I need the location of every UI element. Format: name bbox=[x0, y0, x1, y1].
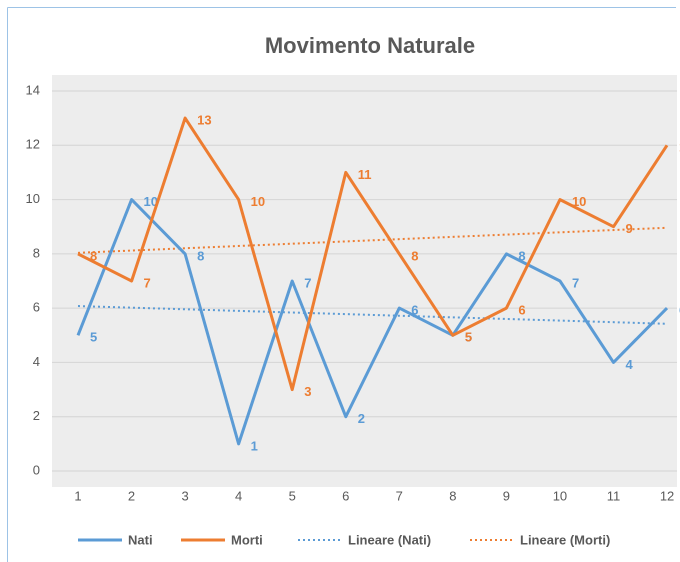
x-tick-label: 6 bbox=[342, 488, 349, 503]
y-tick-label: 12 bbox=[26, 137, 40, 152]
data-label: 7 bbox=[304, 275, 311, 290]
data-label: 1 bbox=[251, 438, 258, 453]
data-label: 8 bbox=[518, 248, 525, 263]
y-tick-label: 6 bbox=[33, 300, 40, 315]
y-tick-label: 14 bbox=[26, 82, 40, 97]
data-label: 5 bbox=[90, 330, 97, 345]
legend-label: Lineare (Morti) bbox=[520, 532, 610, 547]
data-label: 6 bbox=[411, 303, 418, 318]
data-label: 3 bbox=[304, 384, 311, 399]
trendline bbox=[77, 305, 668, 325]
x-tick-label: 1 bbox=[74, 488, 81, 503]
data-label: 5 bbox=[465, 330, 472, 345]
data-label: 7 bbox=[144, 275, 151, 290]
x-tick-label: 3 bbox=[181, 488, 188, 503]
y-tick-label: 4 bbox=[33, 354, 40, 369]
x-tick-label: 10 bbox=[553, 488, 567, 503]
data-label: 10 bbox=[144, 194, 158, 209]
chart-title: Movimento Naturale bbox=[265, 33, 475, 58]
data-label: 11 bbox=[358, 167, 372, 182]
x-tick-label: 4 bbox=[235, 488, 242, 503]
series-line bbox=[77, 116, 669, 392]
x-tick-label: 8 bbox=[449, 488, 456, 503]
data-label: 5 bbox=[465, 330, 472, 345]
data-label: 8 bbox=[90, 248, 97, 263]
y-tick-label: 0 bbox=[33, 462, 40, 477]
x-tick-label: 2 bbox=[128, 488, 135, 503]
data-label: 10 bbox=[251, 194, 265, 209]
x-tick-label: 11 bbox=[607, 488, 621, 503]
y-tick-label: 8 bbox=[33, 245, 40, 260]
data-label: 6 bbox=[518, 303, 525, 318]
data-label: 9 bbox=[626, 221, 633, 236]
data-label: 13 bbox=[197, 113, 211, 128]
x-tick-label: 12 bbox=[660, 488, 674, 503]
legend-label: Morti bbox=[231, 532, 263, 547]
data-label: 7 bbox=[572, 275, 579, 290]
plot-area bbox=[52, 75, 677, 487]
series-line bbox=[76, 198, 669, 446]
legend-label: Nati bbox=[128, 532, 153, 547]
data-label: 10 bbox=[572, 194, 586, 209]
data-label: 4 bbox=[626, 357, 634, 372]
x-tick-label: 5 bbox=[289, 488, 296, 503]
trendline bbox=[77, 226, 668, 254]
y-tick-label: 10 bbox=[26, 191, 40, 206]
y-tick-label: 2 bbox=[33, 408, 40, 423]
data-label: 8 bbox=[411, 248, 418, 263]
x-tick-label: 9 bbox=[503, 488, 510, 503]
legend-label: Lineare (Nati) bbox=[348, 532, 431, 547]
x-tick-label: 7 bbox=[396, 488, 403, 503]
data-label: 8 bbox=[197, 248, 204, 263]
data-label: 2 bbox=[358, 411, 365, 426]
